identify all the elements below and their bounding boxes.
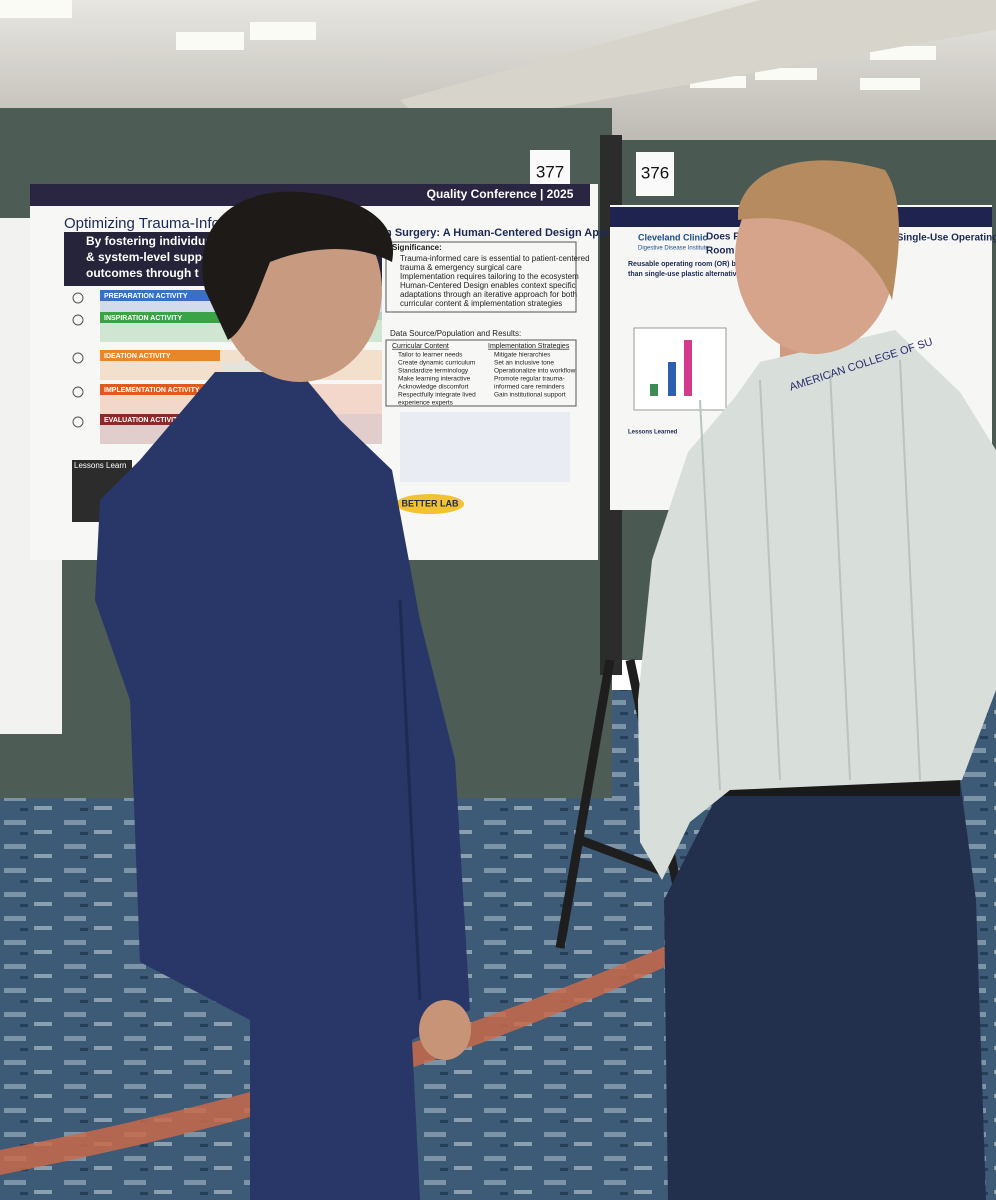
list-heading: Curricular Content bbox=[392, 343, 449, 350]
bullet: adaptations through an iterative approac… bbox=[400, 290, 577, 299]
ceiling-beam bbox=[400, 0, 996, 130]
poster-subtitle: In Surgery: A Human-Centered Design Appr… bbox=[382, 227, 636, 239]
list-item: Make learning interactive bbox=[398, 376, 471, 383]
hair bbox=[202, 191, 394, 340]
jeans bbox=[664, 780, 986, 1200]
booth-card bbox=[636, 152, 674, 196]
list-item: Acknowledge discomfort bbox=[398, 384, 469, 391]
list-item: Promote regular trauma- bbox=[494, 376, 565, 383]
list-heading: Implementation Strategies bbox=[488, 343, 570, 350]
activity-label: IDEATION ACTIVITY bbox=[104, 353, 171, 360]
org-unit: Digestive Disease Institute bbox=[638, 246, 709, 252]
shirt bbox=[638, 330, 996, 880]
bullet: Trauma-informed care is essential to pat… bbox=[400, 254, 590, 263]
list-item: Tailor to learner needs bbox=[398, 352, 463, 359]
banner-text: Quality Conference | 2025 bbox=[427, 187, 574, 201]
carpet-stripe bbox=[0, 940, 680, 1175]
activity-icon bbox=[72, 314, 84, 326]
activity-label: INSPIRATION ACTIVITY bbox=[104, 315, 183, 322]
list-item: Standardize terminology bbox=[398, 368, 469, 375]
significance-box bbox=[385, 241, 577, 313]
list-item: Set an inclusive tone bbox=[494, 360, 554, 367]
booth-number: 377 bbox=[536, 162, 564, 181]
list-item: Gain institutional support bbox=[494, 392, 566, 399]
suit bbox=[95, 372, 470, 1200]
logo bbox=[396, 494, 464, 514]
activity-label-bg bbox=[100, 312, 220, 323]
body-text: Reusable operating room (OR) bed cover bbox=[628, 261, 765, 268]
bullet: trauma & emergency surgical care bbox=[400, 263, 522, 272]
activity-icon bbox=[72, 292, 84, 304]
bullet: curricular content & implementation stra… bbox=[400, 299, 562, 308]
list-item: informed care reminders bbox=[494, 384, 565, 391]
bullet: Human-Centered Design enables context sp… bbox=[400, 281, 576, 290]
list-item: Mitigate hierarchies bbox=[494, 352, 551, 359]
list-item: Operationalize into workflow bbox=[494, 368, 576, 375]
section-heading: Data Source/Population and Results: bbox=[390, 329, 521, 338]
activity-label: EVALUATION ACTIVITY bbox=[104, 417, 182, 424]
activity-label: IMPLEMENTATION ACTIVITY bbox=[104, 387, 200, 394]
activity-label-bg bbox=[100, 384, 220, 395]
section-heading: Lessons Learned bbox=[628, 430, 678, 436]
poster-title: Room B bbox=[706, 246, 744, 257]
suit-seam bbox=[398, 599, 422, 1001]
org-name: Cleveland Clinic bbox=[638, 232, 708, 242]
section-heading: Significance: bbox=[392, 243, 442, 252]
hand bbox=[419, 1000, 471, 1060]
poster-figure bbox=[633, 327, 727, 411]
poster-title: able vs Single-Use Operating bbox=[860, 233, 996, 244]
poster-title: Does Reu bbox=[706, 232, 752, 243]
section-heading: Lessons Learn bbox=[74, 461, 126, 470]
summary-text: outcomes through t bbox=[86, 266, 199, 280]
activity-label-bg bbox=[100, 350, 220, 361]
bullet: Implementation requires tailoring to the… bbox=[400, 272, 579, 281]
poster-figure bbox=[400, 412, 570, 482]
list-item: Create dynamic curriculum bbox=[398, 360, 475, 367]
person-right: AMERICAN COLLEGE OF SU bbox=[638, 160, 996, 1200]
logo-text: BETTER LAB bbox=[402, 498, 459, 508]
figure-shape bbox=[684, 340, 692, 396]
figure-shape bbox=[668, 362, 676, 396]
activity-label: PREPARATION ACTIVITY bbox=[104, 293, 188, 300]
figure-shape bbox=[650, 384, 658, 396]
results-box bbox=[385, 339, 577, 407]
activity-icon bbox=[72, 416, 84, 428]
activity-icon bbox=[72, 386, 84, 398]
activity-label-bg bbox=[100, 290, 220, 301]
list-item: experience experts bbox=[398, 400, 454, 407]
poster-title: Optimizing Trauma-Informe bbox=[64, 215, 246, 232]
summary-text: & system-level support, tra bbox=[86, 250, 240, 264]
activity-icon bbox=[72, 352, 84, 364]
activity-label-bg bbox=[100, 414, 220, 425]
shirt-stripes bbox=[699, 359, 921, 791]
list-item: Respectfully integrate lived bbox=[398, 392, 476, 399]
person-left bbox=[95, 191, 471, 1200]
body-text: than single-use plastic alternatives, ev… bbox=[628, 271, 764, 278]
summary-text: By fostering individual be bbox=[86, 234, 233, 248]
booth-number: 376 bbox=[641, 163, 669, 182]
hair bbox=[738, 160, 900, 300]
